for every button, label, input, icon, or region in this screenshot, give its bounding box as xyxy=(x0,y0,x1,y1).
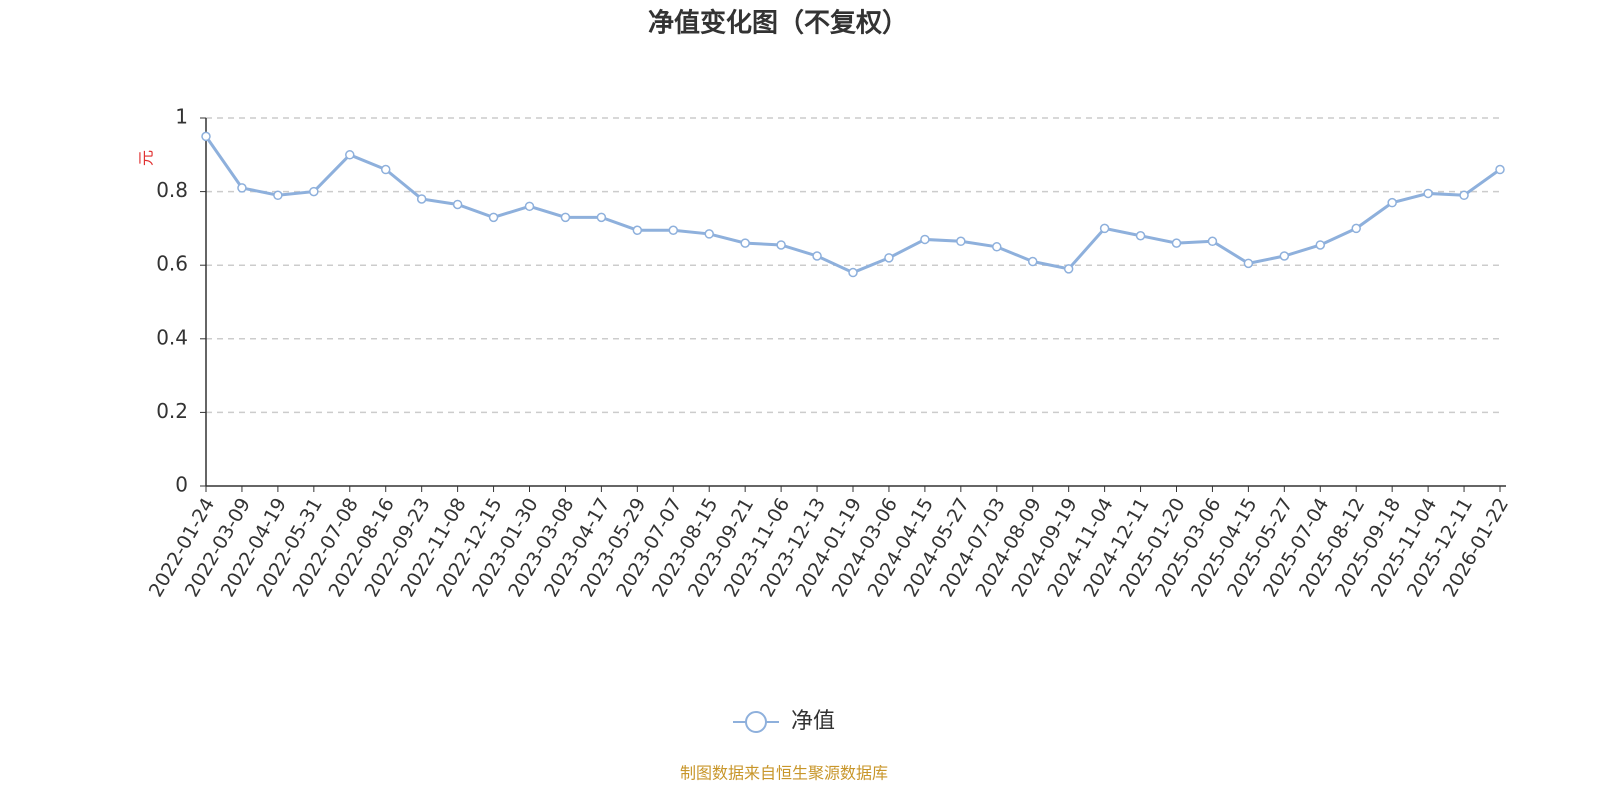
data-point xyxy=(201,131,211,142)
data-point xyxy=(560,212,571,223)
y-axis-label: 元 xyxy=(137,150,156,166)
data-point xyxy=(488,212,499,223)
data-point xyxy=(524,201,535,212)
chart-title: 净值变化图（不复权） xyxy=(648,8,908,39)
data-point xyxy=(1027,256,1038,267)
data-point xyxy=(416,194,427,204)
data-point xyxy=(1279,251,1290,261)
source-note: 制图数据来自恒生聚源数据库 xyxy=(680,764,888,783)
data-point xyxy=(1351,223,1361,234)
data-point xyxy=(668,225,679,235)
legend-symbol xyxy=(745,711,767,733)
data-point xyxy=(1423,188,1433,199)
series-line xyxy=(204,135,1501,275)
data-point xyxy=(1459,190,1469,201)
y-tick-label: 0.2 xyxy=(156,399,188,423)
data-point xyxy=(776,240,786,250)
data-point xyxy=(1243,258,1254,269)
y-tick-label: 0.4 xyxy=(156,325,188,349)
data-point xyxy=(1207,236,1218,247)
data-point xyxy=(956,236,966,247)
data-point xyxy=(1171,238,1182,248)
data-point xyxy=(1099,223,1110,234)
data-point xyxy=(992,242,1002,252)
data-point xyxy=(1063,264,1074,274)
data-point xyxy=(237,183,247,193)
data-point xyxy=(848,267,858,278)
data-point xyxy=(1315,240,1326,250)
y-tick-label: 1 xyxy=(175,105,188,129)
data-point xyxy=(345,150,355,160)
data-point xyxy=(704,229,714,239)
y-tick-label: 0 xyxy=(175,473,188,497)
data-point xyxy=(812,251,822,261)
data-point xyxy=(740,238,750,248)
data-point xyxy=(1387,197,1397,208)
y-tick-label: 0.8 xyxy=(156,178,188,202)
data-point xyxy=(380,164,391,175)
y-tick-label: 0.6 xyxy=(156,252,188,276)
data-point xyxy=(1135,231,1146,241)
data-point xyxy=(452,199,463,210)
data-point xyxy=(309,186,319,197)
data-point xyxy=(273,190,283,201)
legend-label: 净值 xyxy=(791,709,835,734)
data-point xyxy=(1495,164,1505,175)
data-point xyxy=(920,234,930,245)
data-point xyxy=(884,253,894,263)
data-point xyxy=(596,212,607,223)
data-point xyxy=(632,225,643,235)
